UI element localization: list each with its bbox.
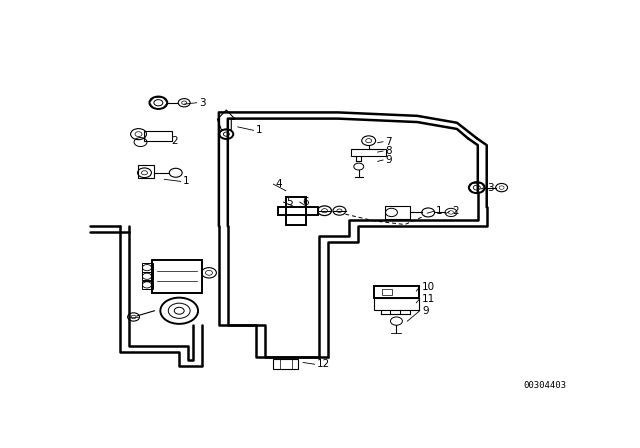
Text: 9: 9 (422, 306, 429, 316)
Bar (385, 206, 410, 219)
Text: 4: 4 (276, 179, 282, 189)
Text: 10: 10 (422, 282, 435, 292)
Text: 1: 1 (183, 177, 190, 186)
Text: 6: 6 (302, 197, 309, 207)
Bar (273, 359, 298, 369)
Text: 5: 5 (286, 197, 292, 207)
Text: 2: 2 (452, 207, 459, 216)
Bar (351, 149, 386, 156)
Bar (142, 272, 153, 280)
Text: 7: 7 (385, 137, 392, 147)
Bar (145, 131, 172, 141)
Bar (142, 263, 153, 272)
Text: 9: 9 (385, 155, 392, 165)
Bar (374, 285, 419, 298)
Text: 2: 2 (171, 136, 177, 146)
Text: 1: 1 (436, 207, 443, 216)
Text: 3: 3 (199, 98, 205, 108)
Text: 1: 1 (256, 125, 262, 135)
Text: 11: 11 (422, 294, 435, 304)
Bar (381, 289, 392, 294)
Bar (138, 165, 154, 178)
Text: 8: 8 (385, 146, 392, 156)
Bar (278, 207, 318, 215)
Text: 3: 3 (486, 183, 493, 193)
Bar (374, 298, 419, 310)
Bar (142, 281, 153, 289)
Bar (286, 197, 306, 224)
Bar (152, 260, 202, 293)
Text: 12: 12 (317, 359, 330, 369)
Text: 00304403: 00304403 (523, 381, 566, 390)
